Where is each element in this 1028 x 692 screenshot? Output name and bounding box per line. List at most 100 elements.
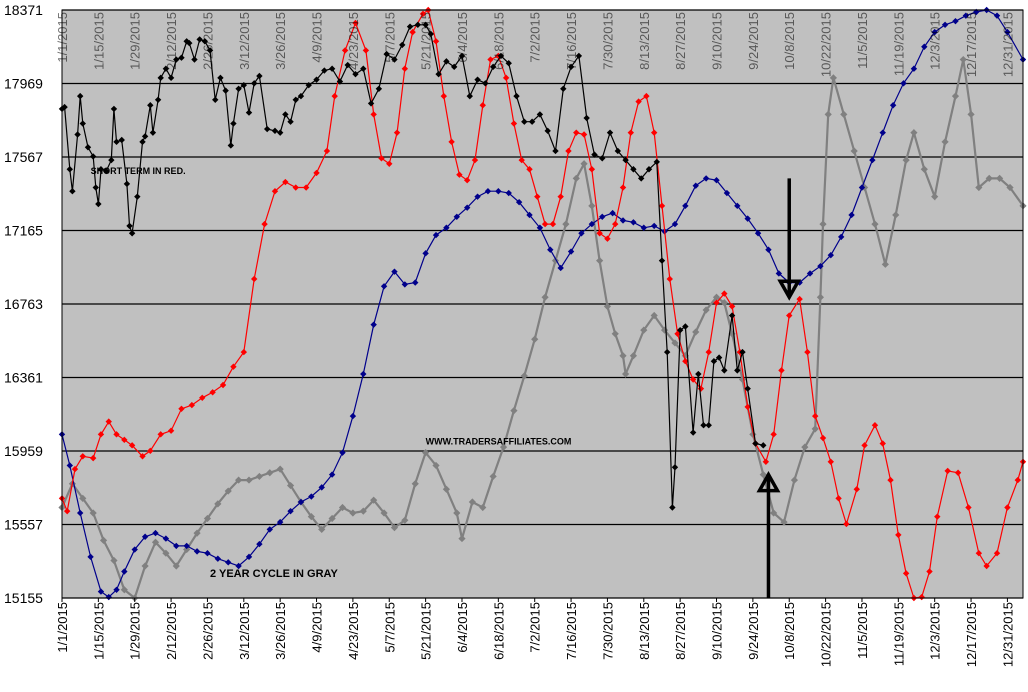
- data-point: [676, 326, 684, 334]
- x-tick-label: 10/8/2015: [782, 602, 797, 660]
- data-point: [552, 147, 559, 155]
- data-point: [422, 21, 429, 29]
- x-tick-label-overlay: 5/7/2015: [382, 12, 397, 63]
- data-point: [157, 74, 164, 82]
- data-point: [611, 330, 619, 338]
- data-point: [835, 495, 842, 502]
- data-point: [712, 293, 721, 301]
- data-point: [352, 19, 359, 27]
- data-point: [323, 147, 331, 155]
- data-point: [578, 230, 585, 237]
- x-tick-label-overlay: 11/19/2015: [891, 12, 906, 76]
- data-point: [219, 381, 227, 389]
- data-point: [318, 484, 325, 491]
- data-point: [596, 257, 604, 265]
- x-tick-label-overlay: 7/16/2015: [564, 12, 579, 70]
- data-point: [728, 303, 736, 310]
- data-point: [147, 102, 154, 109]
- y-axis-ticks: 18371 17969 17567 17165 16763 16361 15959 15557…: [4, 2, 43, 606]
- data-point: [167, 427, 175, 434]
- x-tick-label-overlay: 1/29/2015: [128, 12, 143, 70]
- data-point: [993, 12, 1001, 19]
- data-point: [744, 385, 751, 392]
- data-point: [468, 498, 476, 506]
- data-point: [479, 503, 487, 512]
- up-arrow-icon: [756, 471, 781, 598]
- data-point: [606, 129, 614, 136]
- data-point: [734, 202, 741, 210]
- data-point: [212, 96, 219, 103]
- data-point: [572, 174, 580, 182]
- data-point: [328, 65, 336, 72]
- data-point: [902, 156, 910, 164]
- data-point: [271, 187, 279, 195]
- x-tick-label: 6/18/2015: [491, 602, 506, 660]
- data-point: [951, 92, 960, 100]
- x-tick-label-overlay: 9/24/2015: [746, 12, 761, 70]
- data-point: [954, 469, 962, 476]
- data-point: [359, 507, 367, 515]
- x-tick-label-overlay: 10/8/2015: [782, 12, 797, 70]
- data-point: [201, 38, 209, 45]
- data-point: [619, 217, 627, 224]
- data-point: [541, 293, 549, 301]
- data-point: [349, 509, 357, 517]
- data-point: [128, 442, 136, 449]
- data-point: [499, 443, 508, 451]
- data-point: [806, 270, 814, 277]
- data-point: [113, 138, 120, 146]
- data-point: [419, 10, 427, 18]
- data-point: [263, 125, 271, 133]
- data-point: [79, 120, 86, 127]
- data-point: [575, 52, 583, 60]
- data-point: [251, 275, 258, 283]
- data-point: [920, 165, 928, 173]
- data-point: [139, 138, 146, 146]
- data-point: [276, 465, 284, 473]
- x-tick-label: 1/29/2015: [128, 602, 143, 660]
- data-point: [975, 183, 983, 192]
- x-tick-label-overlay: 1/15/2015: [91, 12, 106, 70]
- data-point: [689, 429, 697, 436]
- annotation-text: WWW.TRADERSAFFILIATES.COM: [426, 436, 572, 446]
- data-point: [386, 160, 393, 167]
- data-point: [889, 102, 897, 109]
- data-point: [443, 224, 450, 231]
- data-point: [775, 270, 783, 277]
- data-point: [518, 156, 525, 164]
- data-point: [256, 540, 263, 548]
- series-line: [61, 9, 1024, 598]
- data-point: [983, 562, 990, 570]
- data-point: [762, 458, 770, 465]
- data-point: [196, 36, 203, 43]
- data-point: [321, 67, 328, 74]
- data-point: [92, 184, 99, 191]
- data-point: [367, 100, 375, 107]
- data-point: [271, 127, 279, 135]
- data-point: [432, 461, 440, 470]
- x-tick-label-overlay: 12/17/2015: [964, 12, 979, 77]
- data-point: [97, 166, 105, 173]
- data-point: [910, 65, 918, 72]
- data-point: [534, 193, 541, 200]
- data-point: [663, 348, 671, 356]
- data-point: [186, 39, 193, 47]
- x-tick-label: 2/12/2015: [164, 602, 179, 660]
- data-point: [89, 153, 97, 160]
- data-point: [108, 156, 115, 164]
- data-point: [282, 111, 289, 118]
- x-tick-label: 3/26/2015: [273, 602, 288, 660]
- data-point: [770, 431, 777, 438]
- x-tick-label: 8/13/2015: [637, 602, 652, 660]
- data-point: [193, 529, 201, 537]
- data-point: [790, 476, 799, 484]
- data-point: [401, 281, 409, 288]
- data-point: [804, 348, 811, 356]
- data-point: [251, 80, 258, 87]
- data-point: [560, 85, 567, 93]
- data-point: [658, 202, 666, 210]
- data-point: [191, 56, 198, 63]
- data-point: [692, 182, 699, 189]
- data-point: [463, 177, 471, 184]
- data-point: [505, 189, 512, 197]
